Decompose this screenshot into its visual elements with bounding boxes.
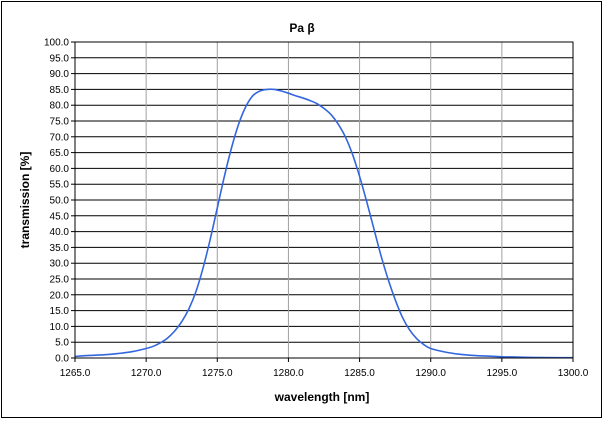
y-tick-label: 90.0	[50, 69, 70, 80]
x-tick-label: 1265.0	[60, 368, 91, 379]
x-tick-label: 1280.0	[273, 368, 304, 379]
y-tick-label: 0.0	[55, 354, 69, 365]
x-tick-label: 1295.0	[487, 368, 518, 379]
grid	[71, 41, 574, 362]
y-tick-label: 85.0	[50, 85, 70, 96]
y-tick-label: 45.0	[50, 211, 70, 222]
y-tick-label: 5.0	[55, 338, 69, 349]
chart-frame: Pa β wavelength [nm] transmission [%] 0.…	[1, 1, 602, 418]
plot-border	[74, 41, 574, 359]
tick-labels: 0.0 5.0 10.0 15.0 20.0 25.0 30.0 35.0 40.0 45.0 50…	[44, 38, 589, 380]
y-tick-label: 10.0	[50, 322, 70, 333]
y-tick-label: 100.0	[44, 38, 69, 49]
chart-title: Pa β	[289, 21, 314, 35]
y-tick-label: 80.0	[50, 101, 70, 112]
y-tick-label: 40.0	[50, 227, 70, 238]
x-tick-label: 1290.0	[415, 368, 446, 379]
y-axis-label: transmission [%]	[18, 152, 32, 249]
y-tick-label: 15.0	[50, 306, 70, 317]
series-line	[74, 88, 574, 359]
y-tick-label: 30.0	[50, 259, 70, 270]
transmission-chart: Pa β wavelength [nm] transmission [%] 0.…	[18, 21, 589, 404]
y-tick-label: 50.0	[50, 196, 70, 207]
y-tick-label: 75.0	[50, 117, 70, 128]
y-tick-label: 60.0	[50, 164, 70, 175]
x-tick-label: 1270.0	[131, 368, 162, 379]
x-tick-label: 1285.0	[344, 368, 375, 379]
y-tick-label: 20.0	[50, 290, 70, 301]
y-tick-label: 55.0	[50, 180, 70, 191]
x-axis-label: wavelength [nm]	[274, 390, 370, 404]
y-tick-label: 65.0	[50, 148, 70, 159]
x-tick-label: 1300.0	[558, 368, 589, 379]
x-tick-label: 1275.0	[202, 368, 233, 379]
y-tick-label: 25.0	[50, 275, 70, 286]
y-tick-label: 95.0	[50, 53, 70, 64]
y-tick-label: 70.0	[50, 132, 70, 143]
y-tick-label: 35.0	[50, 243, 70, 254]
